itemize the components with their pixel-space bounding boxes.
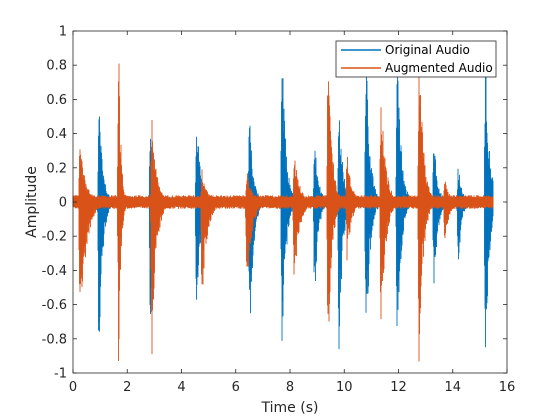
y-tick-label: 0.8 — [46, 59, 67, 74]
x-tick-label: 16 — [499, 380, 516, 395]
y-tick-label: 0.6 — [46, 93, 67, 108]
x-tick-label: 14 — [444, 380, 461, 395]
x-tick-label: 10 — [336, 380, 353, 395]
y-tick-label: 1 — [59, 25, 67, 40]
y-tick-label: 0.2 — [46, 161, 67, 176]
x-tick-label: 6 — [232, 380, 240, 395]
y-tick-label: 0.4 — [46, 127, 67, 142]
legend: Original Audio Augmented Audio — [335, 40, 497, 78]
y-tick-label: -0.4 — [42, 264, 67, 279]
x-tick-label: 12 — [390, 380, 407, 395]
x-tick-label: 2 — [123, 380, 131, 395]
legend-label-original: Original Audio — [385, 43, 470, 57]
y-tick-label: 0 — [59, 196, 67, 211]
x-tick-label: 8 — [286, 380, 294, 395]
y-tick-label: -0.8 — [42, 332, 67, 347]
y-tick-label: -1 — [54, 367, 67, 382]
x-tick-label: 0 — [69, 380, 77, 395]
legend-label-augmented: Augmented Audio — [385, 61, 493, 75]
ticks-layer: 0 2 4 6 8 10 12 14 16 -1 -0.8 -0.6 -0.4 -0.2 0 0.2 0.4 0.… — [42, 25, 516, 396]
x-tick-label: 4 — [177, 380, 185, 395]
y-tick-label: -0.2 — [42, 230, 67, 245]
x-axis-title: Time (s) — [261, 400, 319, 416]
y-tick-label: -0.6 — [42, 298, 67, 313]
y-axis-title: Amplitude — [24, 166, 40, 238]
legend-box — [335, 40, 497, 78]
